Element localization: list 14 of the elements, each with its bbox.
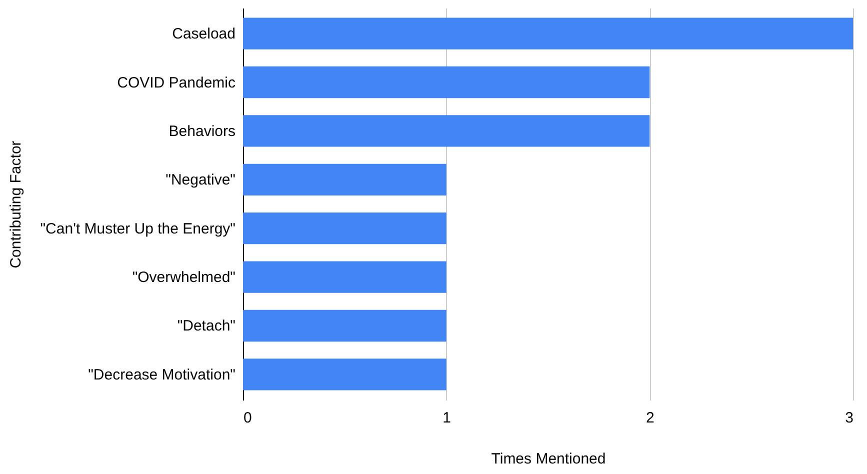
y-axis-title: Contributing Factor xyxy=(8,140,24,268)
y-tick-label: COVID Pandemic xyxy=(117,74,236,92)
x-tick-label: 1 xyxy=(442,410,452,426)
y-tick-label: "Overwhelmed" xyxy=(132,269,236,286)
y-tick-label: Behaviors xyxy=(168,122,236,140)
y-tick-label: Caseload xyxy=(172,26,236,43)
x-tick-label: 0 xyxy=(244,410,252,426)
y-tick-label: "Negative" xyxy=(166,172,236,189)
x-axis-title: Times Mentioned xyxy=(491,450,606,468)
y-tick-label: "Detach" xyxy=(177,318,236,335)
x-tick-label: 3 xyxy=(845,410,854,426)
y-tick-label: "Decrease Motivation" xyxy=(88,366,236,384)
x-tick-label: 2 xyxy=(646,410,654,426)
y-tick-label: "Can't Muster Up the Energy" xyxy=(40,220,236,238)
